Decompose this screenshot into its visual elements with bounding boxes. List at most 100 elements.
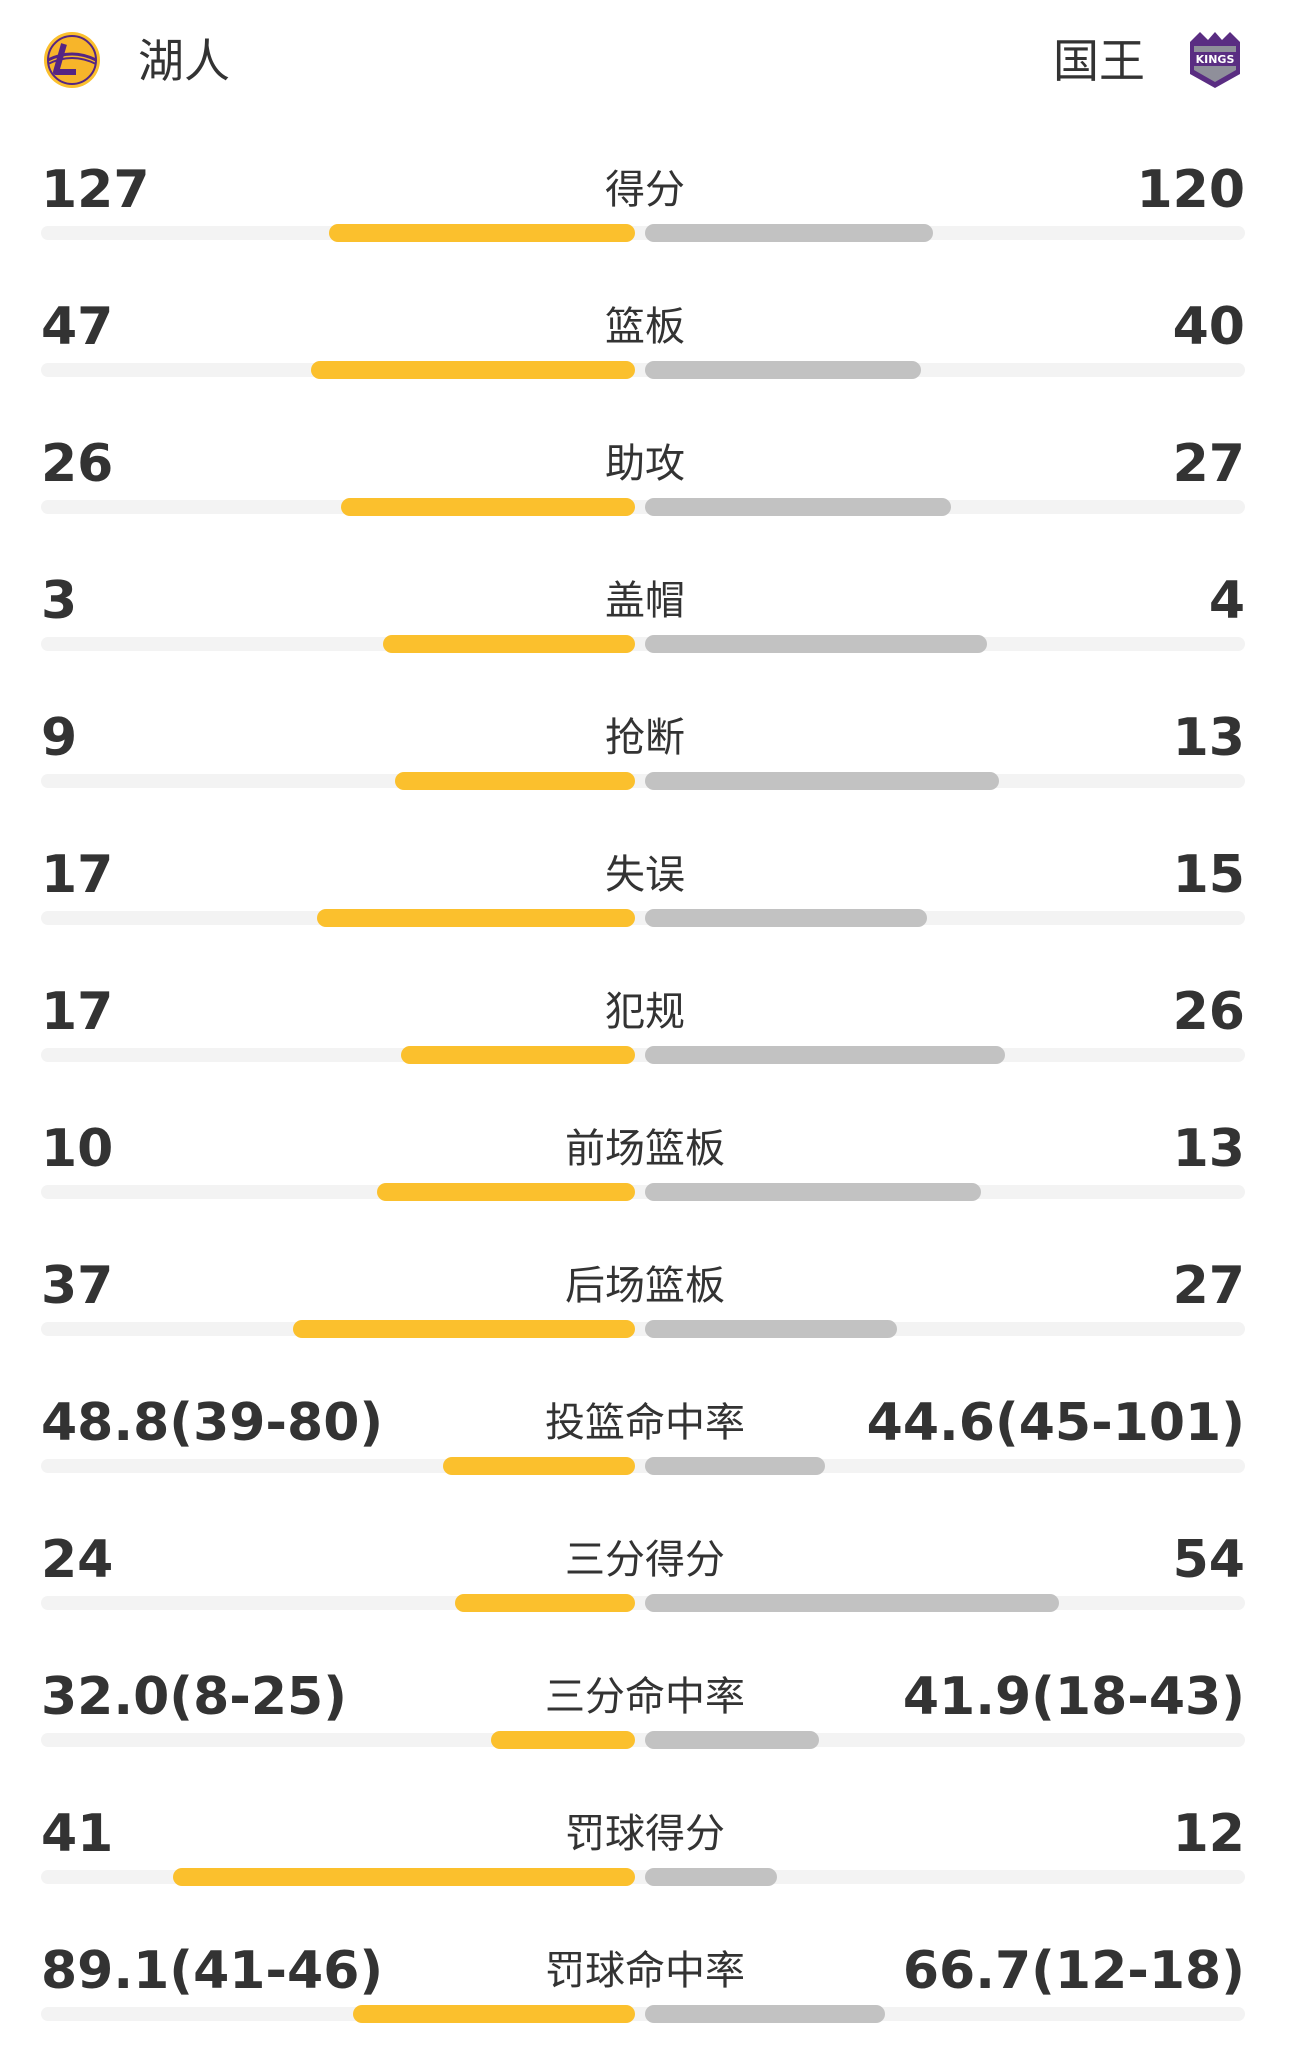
home-stat-value: 9	[41, 708, 78, 768]
stat-row: 127 得分 120	[0, 140, 1290, 277]
away-stat-bar	[645, 1457, 825, 1475]
home-stat-value: 47	[41, 297, 114, 357]
home-stat-bar	[173, 1868, 635, 1886]
stat-bar-track	[41, 911, 1245, 925]
home-stat-bar	[401, 1046, 635, 1064]
stat-bar-track	[41, 500, 1245, 514]
stat-label: 盖帽	[605, 578, 685, 624]
stat-label: 三分命中率	[545, 1674, 745, 1720]
home-stat-bar	[383, 635, 635, 653]
home-stat-value: 24	[41, 1530, 114, 1590]
away-stat-bar	[645, 1183, 981, 1201]
home-stat-bar	[311, 361, 635, 379]
stat-bar-track	[41, 2007, 1245, 2021]
kings-logo-icon: KINGS	[1190, 32, 1240, 88]
home-stat-value: 32.0(8-25)	[41, 1667, 347, 1727]
home-stat-bar	[353, 2005, 635, 2023]
away-stat-value: 13	[1172, 708, 1245, 768]
away-stat-value: 4	[1208, 571, 1245, 631]
away-stat-value: 41.9(18-43)	[902, 1667, 1245, 1727]
away-stat-bar	[645, 1868, 777, 1886]
away-stat-value: 27	[1172, 1256, 1245, 1316]
away-stat-bar	[645, 498, 951, 516]
away-stat-value: 40	[1172, 297, 1245, 357]
home-stat-bar	[455, 1594, 635, 1612]
stat-label: 罚球命中率	[545, 1948, 745, 1994]
away-stat-value: 15	[1172, 845, 1245, 905]
stat-row: 10 前场篮板 13	[0, 1099, 1290, 1236]
home-stat-bar	[443, 1457, 635, 1475]
stat-row: 17 失误 15	[0, 825, 1290, 962]
home-stat-bar	[491, 1731, 635, 1749]
stat-row: 47 篮板 40	[0, 277, 1290, 414]
stat-bar-track	[41, 1185, 1245, 1199]
home-stat-value: 10	[41, 1119, 114, 1179]
lakers-logo-icon	[44, 32, 100, 88]
home-stat-value: 3	[41, 571, 78, 631]
stat-label: 篮板	[605, 304, 685, 350]
stat-row: 24 三分得分 54	[0, 1510, 1290, 1647]
stat-row: 26 助攻 27	[0, 414, 1290, 551]
away-stat-bar	[645, 772, 999, 790]
away-stat-bar	[645, 1731, 819, 1749]
stat-row: 37 后场篮板 27	[0, 1236, 1290, 1373]
stat-row: 17 犯规 26	[0, 962, 1290, 1099]
stat-row: 41 罚球得分 12	[0, 1784, 1290, 1921]
stat-bar-track	[41, 1596, 1245, 1610]
stat-label: 犯规	[605, 989, 685, 1035]
stat-row: 48.8(39-80) 投篮命中率 44.6(45-101)	[0, 1373, 1290, 1510]
home-stat-bar	[341, 498, 635, 516]
stat-label: 助攻	[605, 441, 685, 487]
stat-row: 9 抢断 13	[0, 688, 1290, 825]
home-stat-bar	[317, 909, 635, 927]
away-team-name: 国王	[1053, 34, 1145, 88]
stat-label: 三分得分	[565, 1537, 725, 1583]
team-header: 湖人 国王 KINGS	[0, 0, 1290, 120]
stat-label: 罚球得分	[565, 1811, 725, 1857]
home-stat-value: 17	[41, 845, 114, 905]
home-stat-value: 48.8(39-80)	[41, 1393, 384, 1453]
stat-row: 89.1(41-46) 罚球命中率 66.7(12-18)	[0, 1921, 1290, 2058]
home-stat-value: 127	[41, 160, 150, 220]
away-stat-bar	[645, 1046, 1005, 1064]
away-stat-value: 54	[1172, 1530, 1245, 1590]
away-stat-bar	[645, 1320, 897, 1338]
stat-bar-track	[41, 774, 1245, 788]
stat-row: 32.0(8-25) 三分命中率 41.9(18-43)	[0, 1647, 1290, 1784]
home-stat-value: 26	[41, 434, 114, 494]
away-stat-bar	[645, 224, 933, 242]
home-stat-value: 17	[41, 982, 114, 1042]
away-stat-value: 26	[1172, 982, 1245, 1042]
stat-bar-track	[41, 226, 1245, 240]
away-stat-value: 12	[1172, 1804, 1245, 1864]
home-stat-bar	[329, 224, 635, 242]
away-stat-bar	[645, 635, 987, 653]
svg-text:KINGS: KINGS	[1196, 53, 1235, 66]
away-stat-value: 66.7(12-18)	[902, 1941, 1245, 2001]
stat-row: 3 盖帽 4	[0, 551, 1290, 688]
stat-label: 后场篮板	[565, 1263, 725, 1309]
away-stat-bar	[645, 361, 921, 379]
stat-label: 前场篮板	[565, 1126, 725, 1172]
away-stat-value: 120	[1136, 160, 1245, 220]
home-stat-value: 41	[41, 1804, 114, 1864]
stat-bar-track	[41, 637, 1245, 651]
home-stat-bar	[395, 772, 635, 790]
home-stat-bar	[293, 1320, 635, 1338]
stat-bar-track	[41, 1733, 1245, 1747]
stat-label: 抢断	[605, 715, 685, 761]
away-stat-value: 27	[1172, 434, 1245, 494]
stat-bar-track	[41, 1459, 1245, 1473]
away-stat-bar	[645, 1594, 1059, 1612]
away-stat-value: 13	[1172, 1119, 1245, 1179]
stat-bar-track	[41, 1322, 1245, 1336]
home-stat-bar	[377, 1183, 635, 1201]
away-stat-bar	[645, 909, 927, 927]
stat-label: 失误	[605, 852, 685, 898]
away-stat-bar	[645, 2005, 885, 2023]
away-stat-value: 44.6(45-101)	[866, 1393, 1245, 1453]
stat-bar-track	[41, 1048, 1245, 1062]
home-team-name: 湖人	[138, 34, 230, 88]
stats-list: 127 得分 120 47 篮板 40 26 助攻 27 3 盖帽 4 9 抢断 13 17 失误 15 17 犯规 2…	[0, 140, 1290, 2058]
stat-bar-track	[41, 363, 1245, 377]
